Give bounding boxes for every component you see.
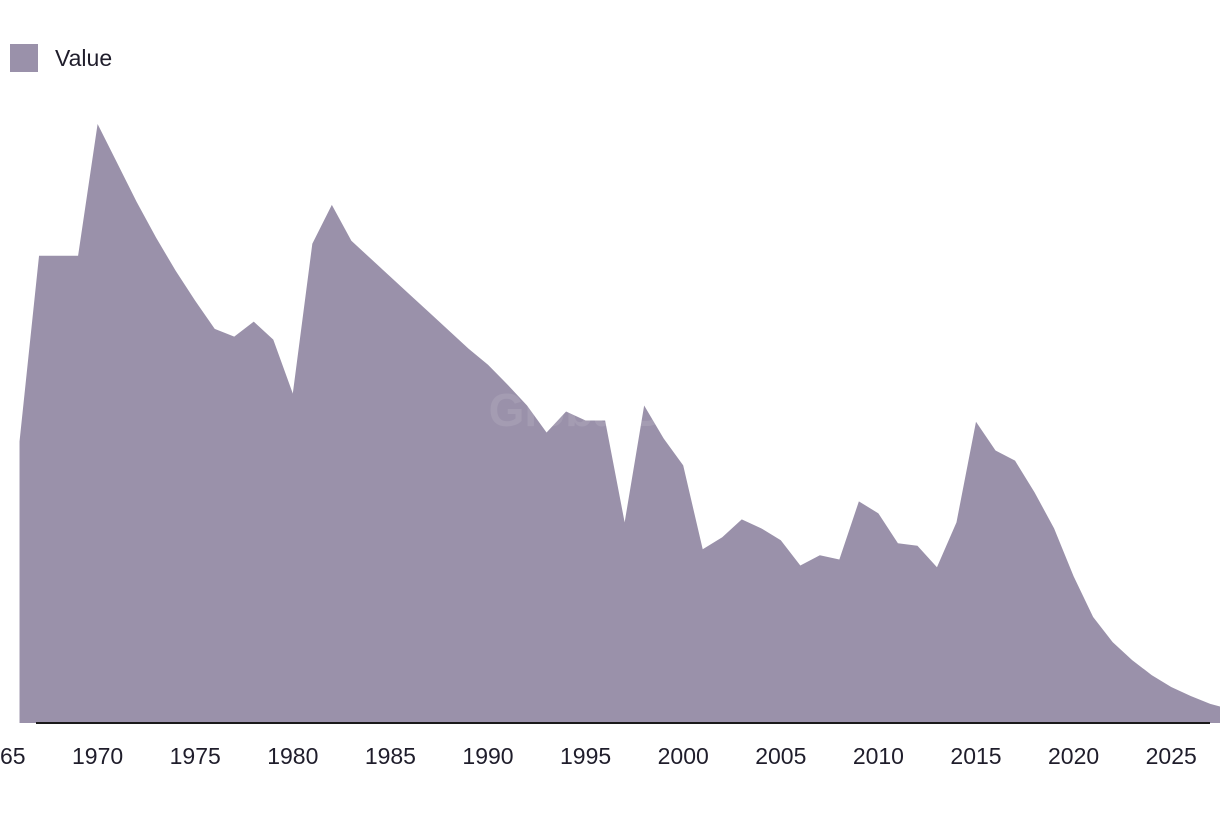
legend-label: Value <box>55 44 113 71</box>
x-tick-label: 1980 <box>267 743 318 769</box>
x-tick-label: 2020 <box>1048 743 1099 769</box>
x-tick-label: 1965 <box>0 743 26 769</box>
watermark: GlobalData <box>489 384 732 436</box>
legend-swatch <box>10 44 38 72</box>
x-tick-label: 2010 <box>853 743 904 769</box>
x-tick-label: 1970 <box>72 743 123 769</box>
x-tick-label: 2000 <box>658 743 709 769</box>
x-tick-label: 1975 <box>170 743 221 769</box>
x-tick-label: 2025 <box>1146 743 1197 769</box>
legend: Value <box>10 44 112 72</box>
x-tick-label: 1990 <box>462 743 513 769</box>
area-series-value <box>19 124 1220 723</box>
x-tick-label: 2005 <box>755 743 806 769</box>
plot-layer <box>19 124 1220 723</box>
x-axis-ticks: 1965 1970 1975 1980 1985 1990 1995 2000 2005 2010… <box>0 743 1197 769</box>
x-tick-label: 1985 <box>365 743 416 769</box>
x-tick-label: 2015 <box>950 743 1001 769</box>
x-tick-label: 1995 <box>560 743 611 769</box>
